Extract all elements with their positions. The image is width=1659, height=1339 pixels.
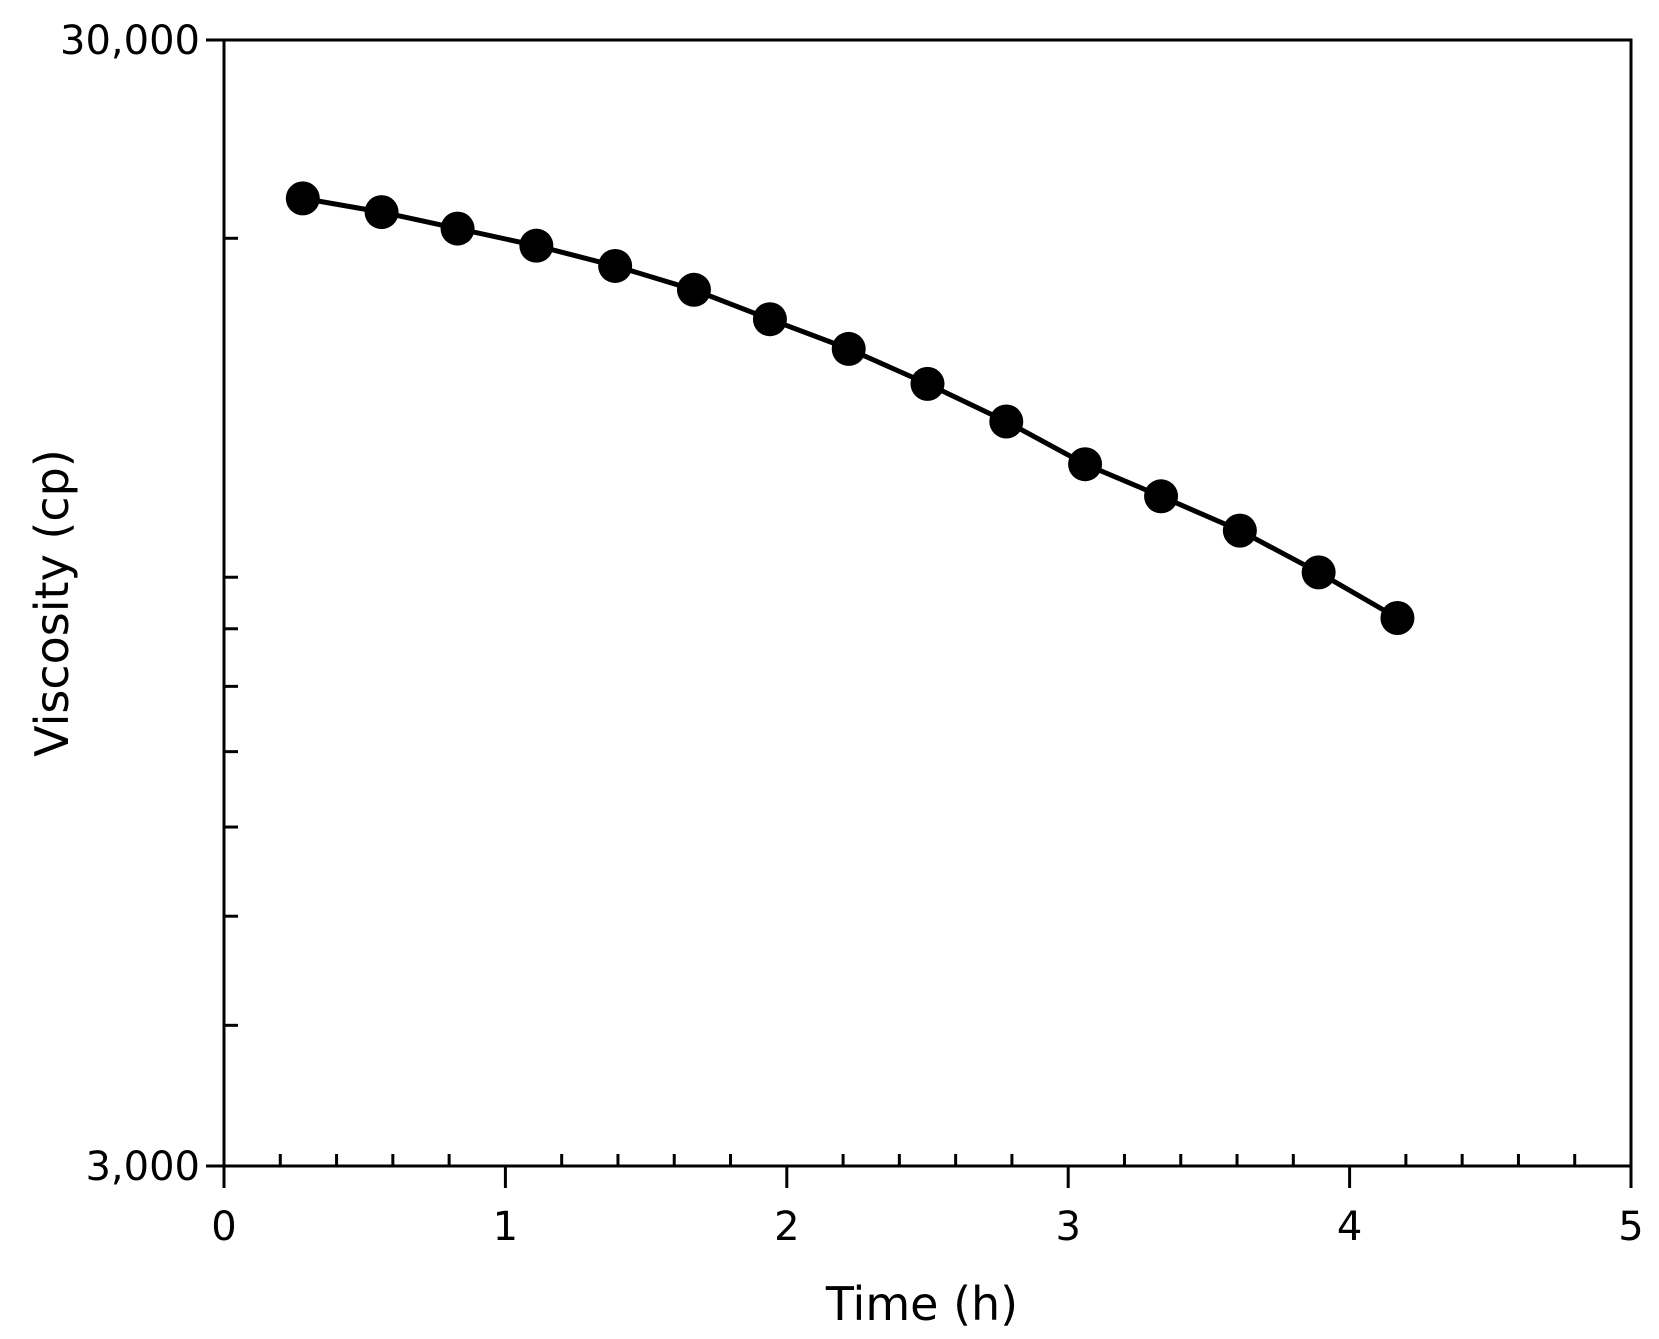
data-point xyxy=(1301,555,1336,590)
x-axis-title: Time (h) xyxy=(825,1277,1018,1331)
data-point xyxy=(910,366,945,401)
x-tick-label: 3 xyxy=(1055,1204,1080,1250)
x-tick-label: 1 xyxy=(493,1204,518,1250)
x-tick-label: 2 xyxy=(774,1204,799,1250)
data-point xyxy=(1222,513,1257,548)
series-layer xyxy=(285,181,1415,636)
x-tick-label: 4 xyxy=(1337,1204,1362,1250)
data-point xyxy=(989,404,1024,439)
plot-frame xyxy=(222,38,1633,1168)
data-point xyxy=(440,211,475,246)
data-point xyxy=(598,248,633,283)
data-point xyxy=(831,331,866,366)
x-tick-label: 0 xyxy=(211,1204,236,1250)
x-tick-label: 5 xyxy=(1618,1204,1643,1250)
axes: 0 1 2 3 4 5 3,000 30,000 xyxy=(60,18,1644,1250)
data-point xyxy=(519,228,554,263)
y-tick-label: 3,000 xyxy=(85,1144,200,1190)
data-point xyxy=(1380,601,1415,636)
data-point xyxy=(1068,447,1103,482)
data-point xyxy=(752,302,787,337)
y-axis-title: Viscosity (cp) xyxy=(25,449,79,757)
data-point xyxy=(676,272,711,307)
data-point xyxy=(285,181,320,216)
data-point xyxy=(1144,479,1179,514)
data-point xyxy=(364,195,399,230)
y-tick-label: 30,000 xyxy=(60,18,200,64)
